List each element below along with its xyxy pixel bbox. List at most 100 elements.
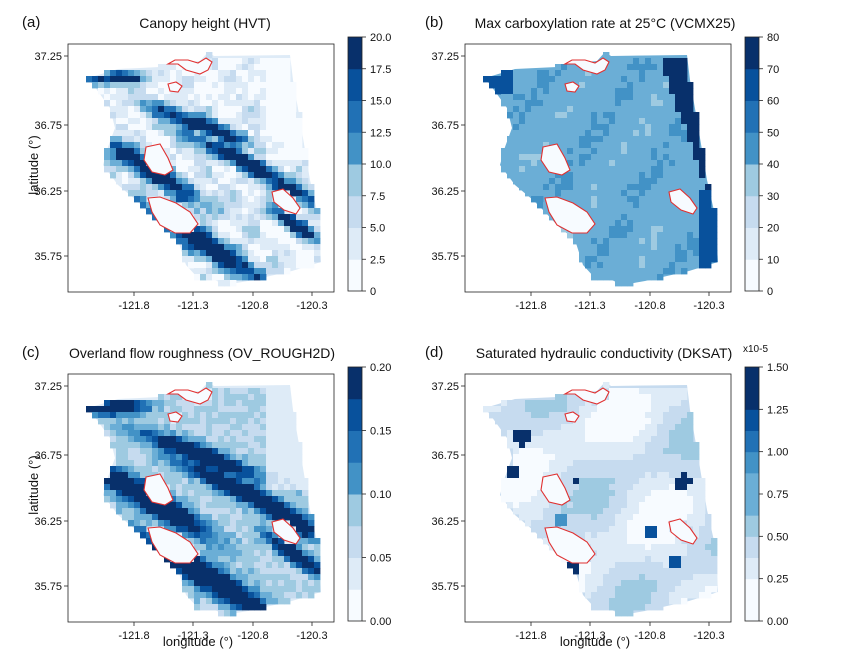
raster-cell (657, 178, 664, 185)
raster-cell (248, 592, 255, 599)
raster-cell (705, 526, 712, 533)
raster-cell (657, 418, 664, 425)
raster-cell (290, 442, 297, 449)
raster-cell (675, 148, 682, 155)
raster-cell (296, 556, 303, 563)
raster-cell (603, 490, 610, 497)
raster-cell (206, 184, 213, 191)
raster-cell (236, 118, 243, 125)
raster-cell (609, 460, 616, 467)
raster-cell (128, 124, 135, 131)
raster-cell (188, 562, 195, 569)
raster-cell (194, 442, 201, 449)
raster-cell (182, 412, 189, 419)
raster-cell (615, 232, 622, 239)
raster-cell (248, 196, 255, 203)
raster-cell (206, 430, 213, 437)
raster-cell (579, 94, 586, 101)
raster-cell (621, 178, 628, 185)
raster-cell (236, 484, 243, 491)
raster-cell (651, 592, 658, 599)
raster-cell (573, 172, 580, 179)
raster-cell (224, 280, 231, 287)
raster-cell (140, 460, 147, 467)
raster-cell (627, 490, 634, 497)
raster-cell (242, 484, 249, 491)
raster-cell (681, 178, 688, 185)
raster-cell (627, 184, 634, 191)
raster-cell (278, 76, 285, 83)
raster-cell (134, 490, 141, 497)
raster-cell (254, 274, 261, 281)
raster-cell (591, 520, 598, 527)
raster-cell (603, 406, 610, 413)
raster-cell (609, 478, 616, 485)
raster-cell (302, 208, 309, 215)
raster-cell (146, 442, 153, 449)
raster-cell (200, 208, 207, 215)
raster-cell (122, 460, 129, 467)
raster-cell (675, 142, 682, 149)
raster-cell (278, 436, 285, 443)
raster-cell (603, 208, 610, 215)
raster-cell (585, 538, 592, 545)
raster-cell (158, 418, 165, 425)
raster-cell (591, 472, 598, 479)
raster-cell (230, 106, 237, 113)
raster-cell (206, 220, 213, 227)
raster-cell (290, 478, 297, 485)
x-axis-label: longitude (°) (560, 634, 630, 649)
raster-cell (254, 100, 261, 107)
raster-cell (537, 130, 544, 137)
raster-cell (290, 580, 297, 587)
raster-cell (284, 58, 291, 65)
raster-cell (627, 238, 634, 245)
raster-cell (579, 502, 586, 509)
colorbar-segment (745, 132, 759, 165)
raster-cell (224, 604, 231, 611)
raster-cell (308, 250, 315, 257)
raster-cell (621, 70, 628, 77)
raster-cell (212, 502, 219, 509)
raster-cell (236, 196, 243, 203)
raster-cell (615, 184, 622, 191)
raster-cell (218, 82, 225, 89)
raster-cell (164, 76, 171, 83)
raster-cell (705, 532, 712, 539)
raster-cell (621, 532, 628, 539)
raster-cell (579, 148, 586, 155)
raster-cell (224, 226, 231, 233)
raster-cell (218, 64, 225, 71)
raster-cell (134, 196, 141, 203)
raster-cell (140, 526, 147, 533)
colorbar-segment (745, 259, 759, 292)
raster-cell (663, 196, 670, 203)
raster-cell (140, 196, 147, 203)
raster-cell (230, 136, 237, 143)
raster-cell (687, 136, 694, 143)
raster-cell (272, 76, 279, 83)
raster-cell (657, 502, 664, 509)
raster-cell (573, 238, 580, 245)
raster-cell (579, 490, 586, 497)
raster-cell (296, 154, 303, 161)
raster-cell (669, 478, 676, 485)
colorbar-tick-label: 17.5 (370, 64, 391, 76)
raster-cell (176, 448, 183, 455)
raster-cell (140, 190, 147, 197)
raster-cell (531, 406, 538, 413)
raster-cell (176, 514, 183, 521)
raster-cell (669, 448, 676, 455)
raster-cell (284, 94, 291, 101)
raster-cell (194, 244, 201, 251)
raster-cell (272, 466, 279, 473)
raster-cell (164, 478, 171, 485)
raster-cell (230, 250, 237, 257)
raster-cell (543, 514, 550, 521)
raster-cell (278, 478, 285, 485)
raster-cell (308, 538, 315, 545)
raster-cell (675, 538, 682, 545)
y-tick-label: 35.75 (34, 251, 62, 263)
raster-cell (254, 514, 261, 521)
raster-cell (585, 112, 592, 119)
